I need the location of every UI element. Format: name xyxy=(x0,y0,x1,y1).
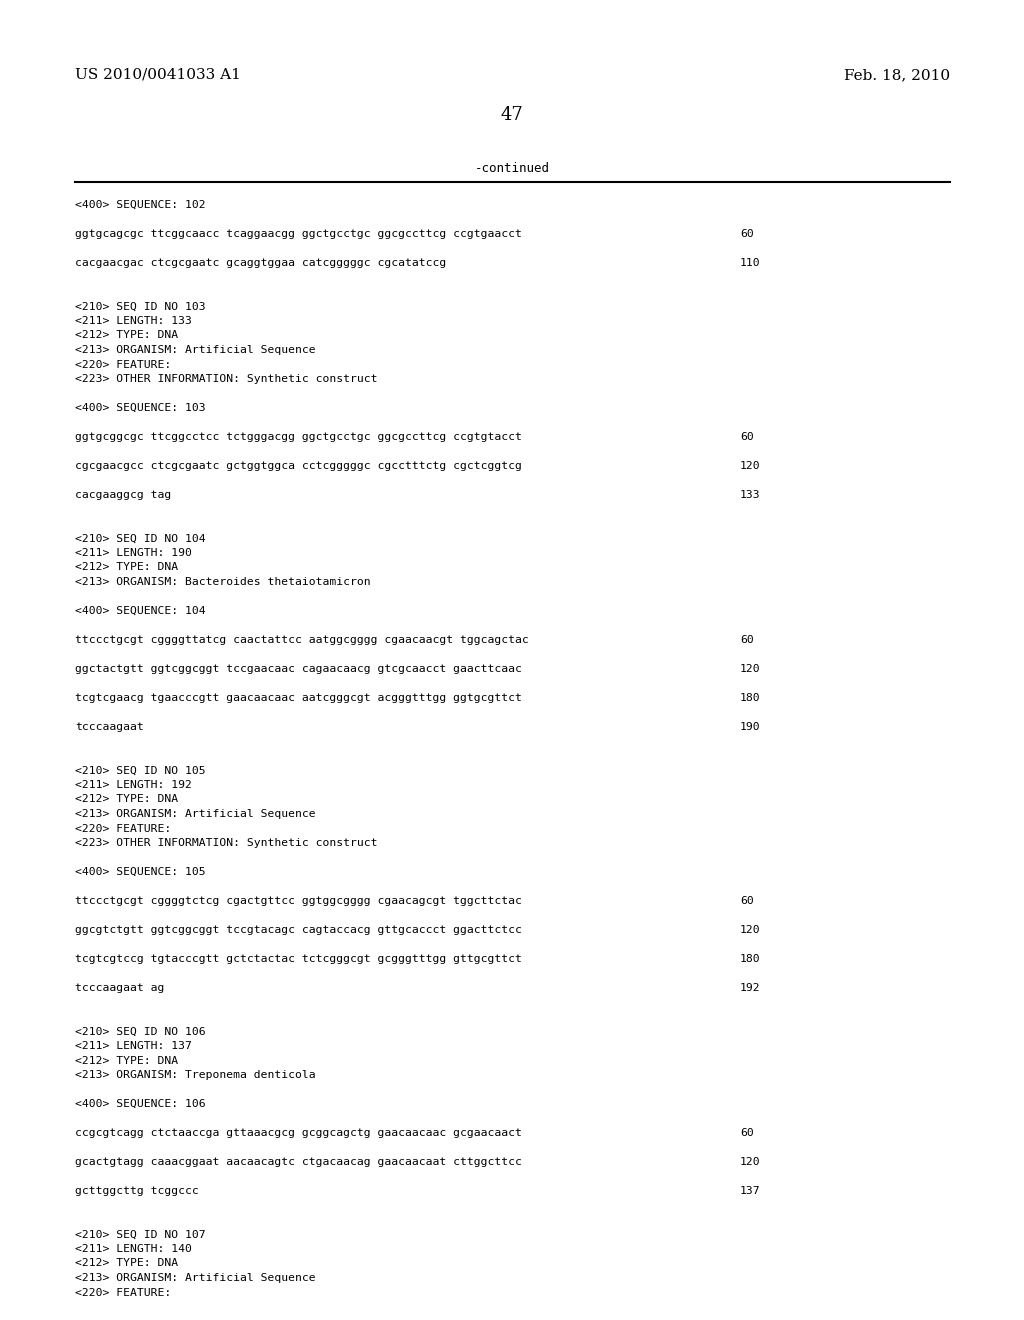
Text: US 2010/0041033 A1: US 2010/0041033 A1 xyxy=(75,69,241,82)
Text: <400> SEQUENCE: 104: <400> SEQUENCE: 104 xyxy=(75,606,206,616)
Text: ccgcgtcagg ctctaaccga gttaaacgcg gcggcagctg gaacaacaac gcgaacaact: ccgcgtcagg ctctaaccga gttaaacgcg gcggcag… xyxy=(75,1129,522,1138)
Text: -continued: -continued xyxy=(474,161,550,174)
Text: ggctactgtt ggtcggcggt tccgaacaac cagaacaacg gtcgcaacct gaacttcaac: ggctactgtt ggtcggcggt tccgaacaac cagaaca… xyxy=(75,664,522,675)
Text: 60: 60 xyxy=(740,896,754,906)
Text: <212> TYPE: DNA: <212> TYPE: DNA xyxy=(75,562,178,573)
Text: tcccaagaat ag: tcccaagaat ag xyxy=(75,983,165,993)
Text: <210> SEQ ID NO 106: <210> SEQ ID NO 106 xyxy=(75,1027,206,1036)
Text: 60: 60 xyxy=(740,635,754,645)
Text: 180: 180 xyxy=(740,693,761,704)
Text: <211> LENGTH: 192: <211> LENGTH: 192 xyxy=(75,780,191,789)
Text: <213> ORGANISM: Treponema denticola: <213> ORGANISM: Treponema denticola xyxy=(75,1071,315,1080)
Text: <220> FEATURE:: <220> FEATURE: xyxy=(75,824,171,833)
Text: <213> ORGANISM: Artificial Sequence: <213> ORGANISM: Artificial Sequence xyxy=(75,1272,315,1283)
Text: ggtgcggcgc ttcggcctcc tctgggacgg ggctgcctgc ggcgccttcg ccgtgtacct: ggtgcggcgc ttcggcctcc tctgggacgg ggctgcc… xyxy=(75,432,522,442)
Text: <212> TYPE: DNA: <212> TYPE: DNA xyxy=(75,1258,178,1269)
Text: 120: 120 xyxy=(740,461,761,471)
Text: ttccctgcgt cggggtctcg cgactgttcc ggtggcgggg cgaacagcgt tggcttctac: ttccctgcgt cggggtctcg cgactgttcc ggtggcg… xyxy=(75,896,522,906)
Text: cacgaacgac ctcgcgaatc gcaggtggaa catcgggggc cgcatatccg: cacgaacgac ctcgcgaatc gcaggtggaa catcggg… xyxy=(75,257,446,268)
Text: 180: 180 xyxy=(740,954,761,964)
Text: <210> SEQ ID NO 103: <210> SEQ ID NO 103 xyxy=(75,301,206,312)
Text: ggcgtctgtt ggtcggcggt tccgtacagc cagtaccacg gttgcaccct ggacttctcc: ggcgtctgtt ggtcggcggt tccgtacagc cagtacc… xyxy=(75,925,522,935)
Text: <220> FEATURE:: <220> FEATURE: xyxy=(75,1287,171,1298)
Text: cgcgaacgcc ctcgcgaatc gctggtggca cctcgggggc cgcctttctg cgctcggtcg: cgcgaacgcc ctcgcgaatc gctggtggca cctcggg… xyxy=(75,461,522,471)
Text: <400> SEQUENCE: 106: <400> SEQUENCE: 106 xyxy=(75,1100,206,1109)
Text: <400> SEQUENCE: 103: <400> SEQUENCE: 103 xyxy=(75,403,206,413)
Text: 137: 137 xyxy=(740,1185,761,1196)
Text: <211> LENGTH: 133: <211> LENGTH: 133 xyxy=(75,315,191,326)
Text: 60: 60 xyxy=(740,228,754,239)
Text: <220> FEATURE:: <220> FEATURE: xyxy=(75,359,171,370)
Text: <210> SEQ ID NO 104: <210> SEQ ID NO 104 xyxy=(75,533,206,544)
Text: Feb. 18, 2010: Feb. 18, 2010 xyxy=(844,69,950,82)
Text: tcgtcgaacg tgaacccgtt gaacaacaac aatcgggcgt acgggtttgg ggtgcgttct: tcgtcgaacg tgaacccgtt gaacaacaac aatcggg… xyxy=(75,693,522,704)
Text: gcactgtagg caaacggaat aacaacagtc ctgacaacag gaacaacaat cttggcttcc: gcactgtagg caaacggaat aacaacagtc ctgacaa… xyxy=(75,1158,522,1167)
Text: tcccaagaat: tcccaagaat xyxy=(75,722,143,733)
Text: cacgaaggcg tag: cacgaaggcg tag xyxy=(75,490,171,500)
Text: <210> SEQ ID NO 105: <210> SEQ ID NO 105 xyxy=(75,766,206,776)
Text: ttccctgcgt cggggttatcg caactattcc aatggcgggg cgaacaacgt tggcagctac: ttccctgcgt cggggttatcg caactattcc aatggc… xyxy=(75,635,528,645)
Text: tcgtcgtccg tgtacccgtt gctctactac tctcgggcgt gcgggtttgg gttgcgttct: tcgtcgtccg tgtacccgtt gctctactac tctcggg… xyxy=(75,954,522,964)
Text: <212> TYPE: DNA: <212> TYPE: DNA xyxy=(75,330,178,341)
Text: 60: 60 xyxy=(740,432,754,442)
Text: 47: 47 xyxy=(501,106,523,124)
Text: 133: 133 xyxy=(740,490,761,500)
Text: <400> SEQUENCE: 102: <400> SEQUENCE: 102 xyxy=(75,201,206,210)
Text: <211> LENGTH: 137: <211> LENGTH: 137 xyxy=(75,1041,191,1051)
Text: 120: 120 xyxy=(740,925,761,935)
Text: <213> ORGANISM: Bacteroides thetaiotamicron: <213> ORGANISM: Bacteroides thetaiotamic… xyxy=(75,577,371,587)
Text: <213> ORGANISM: Artificial Sequence: <213> ORGANISM: Artificial Sequence xyxy=(75,345,315,355)
Text: <223> OTHER INFORMATION: Synthetic construct: <223> OTHER INFORMATION: Synthetic const… xyxy=(75,374,378,384)
Text: 120: 120 xyxy=(740,1158,761,1167)
Text: <211> LENGTH: 190: <211> LENGTH: 190 xyxy=(75,548,191,558)
Text: <213> ORGANISM: Artificial Sequence: <213> ORGANISM: Artificial Sequence xyxy=(75,809,315,818)
Text: 192: 192 xyxy=(740,983,761,993)
Text: ggtgcagcgc ttcggcaacc tcaggaacgg ggctgcctgc ggcgccttcg ccgtgaacct: ggtgcagcgc ttcggcaacc tcaggaacgg ggctgcc… xyxy=(75,228,522,239)
Text: <212> TYPE: DNA: <212> TYPE: DNA xyxy=(75,1056,178,1065)
Text: gcttggcttg tcggccc: gcttggcttg tcggccc xyxy=(75,1185,199,1196)
Text: 110: 110 xyxy=(740,257,761,268)
Text: <400> SEQUENCE: 105: <400> SEQUENCE: 105 xyxy=(75,867,206,876)
Text: <211> LENGTH: 140: <211> LENGTH: 140 xyxy=(75,1243,191,1254)
Text: 120: 120 xyxy=(740,664,761,675)
Text: 60: 60 xyxy=(740,1129,754,1138)
Text: 190: 190 xyxy=(740,722,761,733)
Text: <212> TYPE: DNA: <212> TYPE: DNA xyxy=(75,795,178,804)
Text: <210> SEQ ID NO 107: <210> SEQ ID NO 107 xyxy=(75,1229,206,1239)
Text: <223> OTHER INFORMATION: Synthetic construct: <223> OTHER INFORMATION: Synthetic const… xyxy=(75,838,378,847)
